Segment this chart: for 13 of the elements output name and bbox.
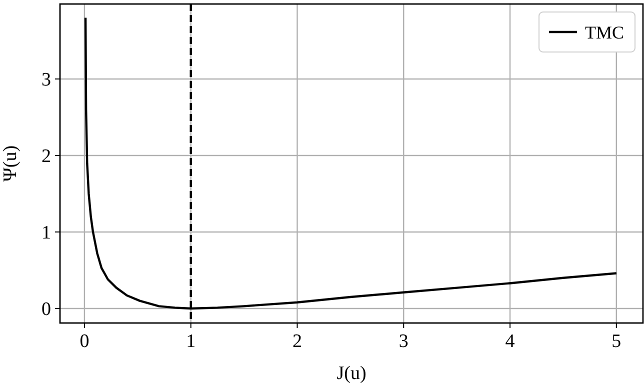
- x-tick-label: 2: [292, 331, 302, 352]
- x-tick-label: 1: [186, 331, 196, 352]
- x-tick-label: 0: [80, 331, 90, 352]
- x-tick-label: 4: [505, 331, 516, 352]
- y-axis-title: Ψ(u): [0, 145, 21, 182]
- y-tick-label: 0: [42, 299, 51, 320]
- x-axis-title: J(u): [336, 363, 366, 384]
- y-tick-label: 1: [42, 222, 51, 244]
- y-tick-label: 3: [42, 70, 51, 91]
- y-tick-label: 2: [42, 146, 51, 168]
- legend-label: TMC: [585, 22, 624, 42]
- x-tick-label: 5: [612, 331, 622, 352]
- x-tick-label: 3: [398, 331, 408, 352]
